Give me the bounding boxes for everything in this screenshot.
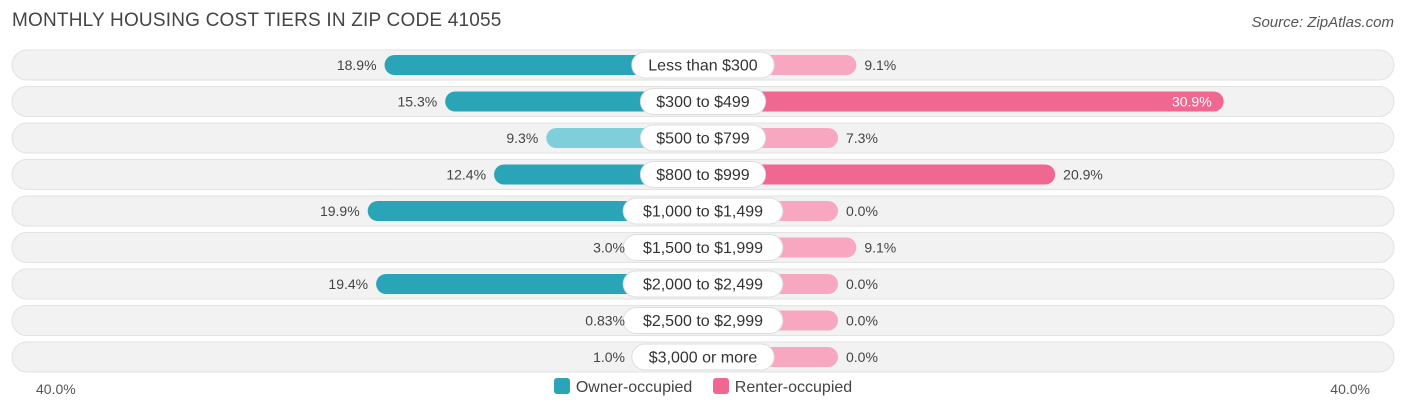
value-label-renter: 0.0% bbox=[846, 203, 878, 219]
value-label-owner: 0.83% bbox=[585, 313, 625, 329]
value-label-renter: 7.3% bbox=[846, 130, 878, 146]
category-label: $500 to $799 bbox=[656, 131, 750, 148]
value-label-renter: 30.9% bbox=[1172, 94, 1212, 110]
category-pill bbox=[622, 307, 784, 334]
value-label-renter: 0.0% bbox=[846, 349, 878, 365]
legend-swatch-renter bbox=[712, 378, 729, 394]
value-label-owner: 19.9% bbox=[320, 203, 360, 219]
chart-title: MONTHLY HOUSING COST TIERS IN ZIP CODE 4… bbox=[12, 10, 502, 31]
value-label-owner: 12.4% bbox=[446, 167, 486, 183]
axis-left-label: 40.0% bbox=[36, 381, 76, 397]
category-label: $2,000 to $2,499 bbox=[643, 277, 763, 294]
category-pill bbox=[631, 51, 775, 79]
value-label-owner: 9.3% bbox=[506, 130, 538, 146]
legend: Owner-occupied Renter-occupied bbox=[0, 378, 1406, 397]
value-label-owner: 15.3% bbox=[397, 94, 437, 110]
category-pill bbox=[639, 88, 767, 115]
category-label: $3,000 or more bbox=[649, 350, 758, 367]
value-label-renter: 0.0% bbox=[846, 276, 878, 292]
bar-renter bbox=[703, 91, 1224, 112]
bar-renter bbox=[703, 164, 1056, 185]
legend-item-renter: Renter-occupied bbox=[712, 378, 853, 397]
bar-owner bbox=[445, 91, 703, 112]
legend-label-owner: Owner-occupied bbox=[575, 379, 693, 396]
axis-right-label: 40.0% bbox=[1330, 381, 1370, 397]
category-pill bbox=[639, 161, 767, 188]
category-label: Less than $300 bbox=[648, 58, 758, 75]
category-label: $300 to $499 bbox=[656, 94, 750, 111]
category-pill bbox=[631, 343, 775, 371]
value-label-owner: 1.0% bbox=[593, 349, 625, 365]
chart-source: Source: ZipAtlas.com bbox=[1251, 14, 1394, 31]
category-label: $800 to $999 bbox=[656, 167, 750, 184]
bar-owner bbox=[367, 201, 703, 221]
value-label-renter: 0.0% bbox=[846, 313, 878, 329]
value-label-renter: 9.1% bbox=[864, 240, 896, 256]
value-label-owner: 19.4% bbox=[328, 276, 368, 292]
bar-owner bbox=[376, 274, 703, 294]
value-label-renter: 20.9% bbox=[1063, 167, 1103, 183]
bar-owner bbox=[384, 55, 703, 75]
legend-label-renter: Renter-occupied bbox=[734, 379, 853, 396]
value-label-owner: 3.0% bbox=[593, 240, 625, 256]
category-label: $2,500 to $2,999 bbox=[643, 313, 763, 330]
value-label-owner: 18.9% bbox=[337, 57, 377, 73]
category-pill bbox=[622, 197, 784, 225]
legend-swatch-owner bbox=[553, 378, 570, 394]
value-label-renter: 9.1% bbox=[864, 57, 896, 73]
category-label: $1,000 to $1,499 bbox=[643, 204, 763, 221]
category-pill bbox=[639, 124, 767, 152]
legend-item-owner: Owner-occupied bbox=[553, 378, 693, 397]
category-label: $1,500 to $1,999 bbox=[643, 240, 763, 257]
category-pill bbox=[622, 270, 784, 298]
category-pill bbox=[622, 234, 784, 261]
